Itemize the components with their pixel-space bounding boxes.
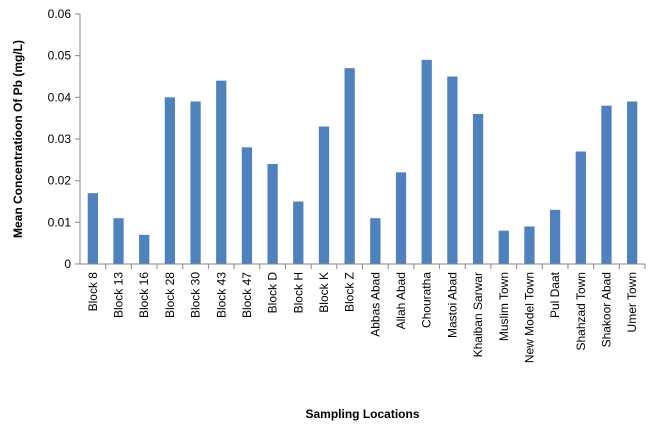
bar <box>190 101 201 264</box>
bar <box>524 226 535 264</box>
bar <box>627 101 638 264</box>
bar <box>241 147 253 264</box>
bar <box>113 218 124 264</box>
bar <box>139 234 150 264</box>
x-tick-label: Block 8 <box>86 272 100 312</box>
bar <box>344 68 355 265</box>
bar <box>164 97 176 264</box>
bar <box>87 193 98 264</box>
bar <box>575 151 586 264</box>
x-tick-label: Mastoi Abad <box>445 272 459 338</box>
bar <box>370 218 381 264</box>
y-tick-label: 0.04 <box>48 90 72 104</box>
x-tick-label: Muslim Town <box>497 272 511 341</box>
y-axis-ticks: 0 0.01 0.02 0.03 0.04 0.05 0.06 <box>48 7 80 271</box>
y-tick-label: 0.03 <box>48 132 72 146</box>
x-tick-label: Abbas Abad <box>368 272 382 337</box>
x-tick-label: Umer Town <box>625 272 639 332</box>
y-tick-label: 0.02 <box>48 174 72 188</box>
x-tick-label: Shahzad Town <box>574 272 588 351</box>
y-axis-title: Mean Concentratioon Of Pb (mg/L) <box>11 40 25 238</box>
y-tick-label: 0.06 <box>48 7 72 21</box>
x-tick-label: Pul Daat <box>548 271 562 318</box>
x-tick-label: Block 43 <box>214 272 228 318</box>
bar <box>601 105 612 265</box>
x-tick-label: Block 16 <box>137 272 151 318</box>
bar <box>293 201 304 264</box>
x-tick-label: Block K <box>317 272 331 313</box>
x-tick-label: Block 47 <box>240 272 254 318</box>
x-tick-label: Allah Abad <box>394 272 408 329</box>
bar <box>267 164 278 264</box>
y-tick-label: 0.01 <box>48 215 72 229</box>
y-tick-label: 0.05 <box>48 49 72 63</box>
x-tick-label: Block 30 <box>189 272 203 318</box>
x-tick-label: Block H <box>291 272 305 313</box>
x-tick-label: New Model Town <box>522 272 536 363</box>
x-tick-label: Block 13 <box>112 272 126 318</box>
x-tick-label: Block 28 <box>163 272 177 318</box>
bar <box>318 126 330 264</box>
x-tick-label: Shakoor Abad <box>599 272 613 347</box>
bar <box>498 230 509 264</box>
x-tick-label: Block D <box>266 272 280 314</box>
y-tick-label: 0 <box>64 257 71 271</box>
x-axis-title: Sampling Locations <box>305 407 419 421</box>
x-tick-label: Chouratha <box>420 272 434 328</box>
bar <box>472 114 484 264</box>
x-tick-label: Khaiban Sarwar <box>471 272 485 357</box>
bar <box>447 76 458 264</box>
bar <box>549 209 561 264</box>
x-tick-label: Block Z <box>343 272 357 312</box>
x-axis-ticks: Block 8 Block 13 Block 16 Block 28 Block 30 B… <box>86 264 646 363</box>
bar <box>421 59 432 265</box>
bar <box>395 172 407 264</box>
bar <box>216 80 227 265</box>
bars <box>87 59 638 265</box>
